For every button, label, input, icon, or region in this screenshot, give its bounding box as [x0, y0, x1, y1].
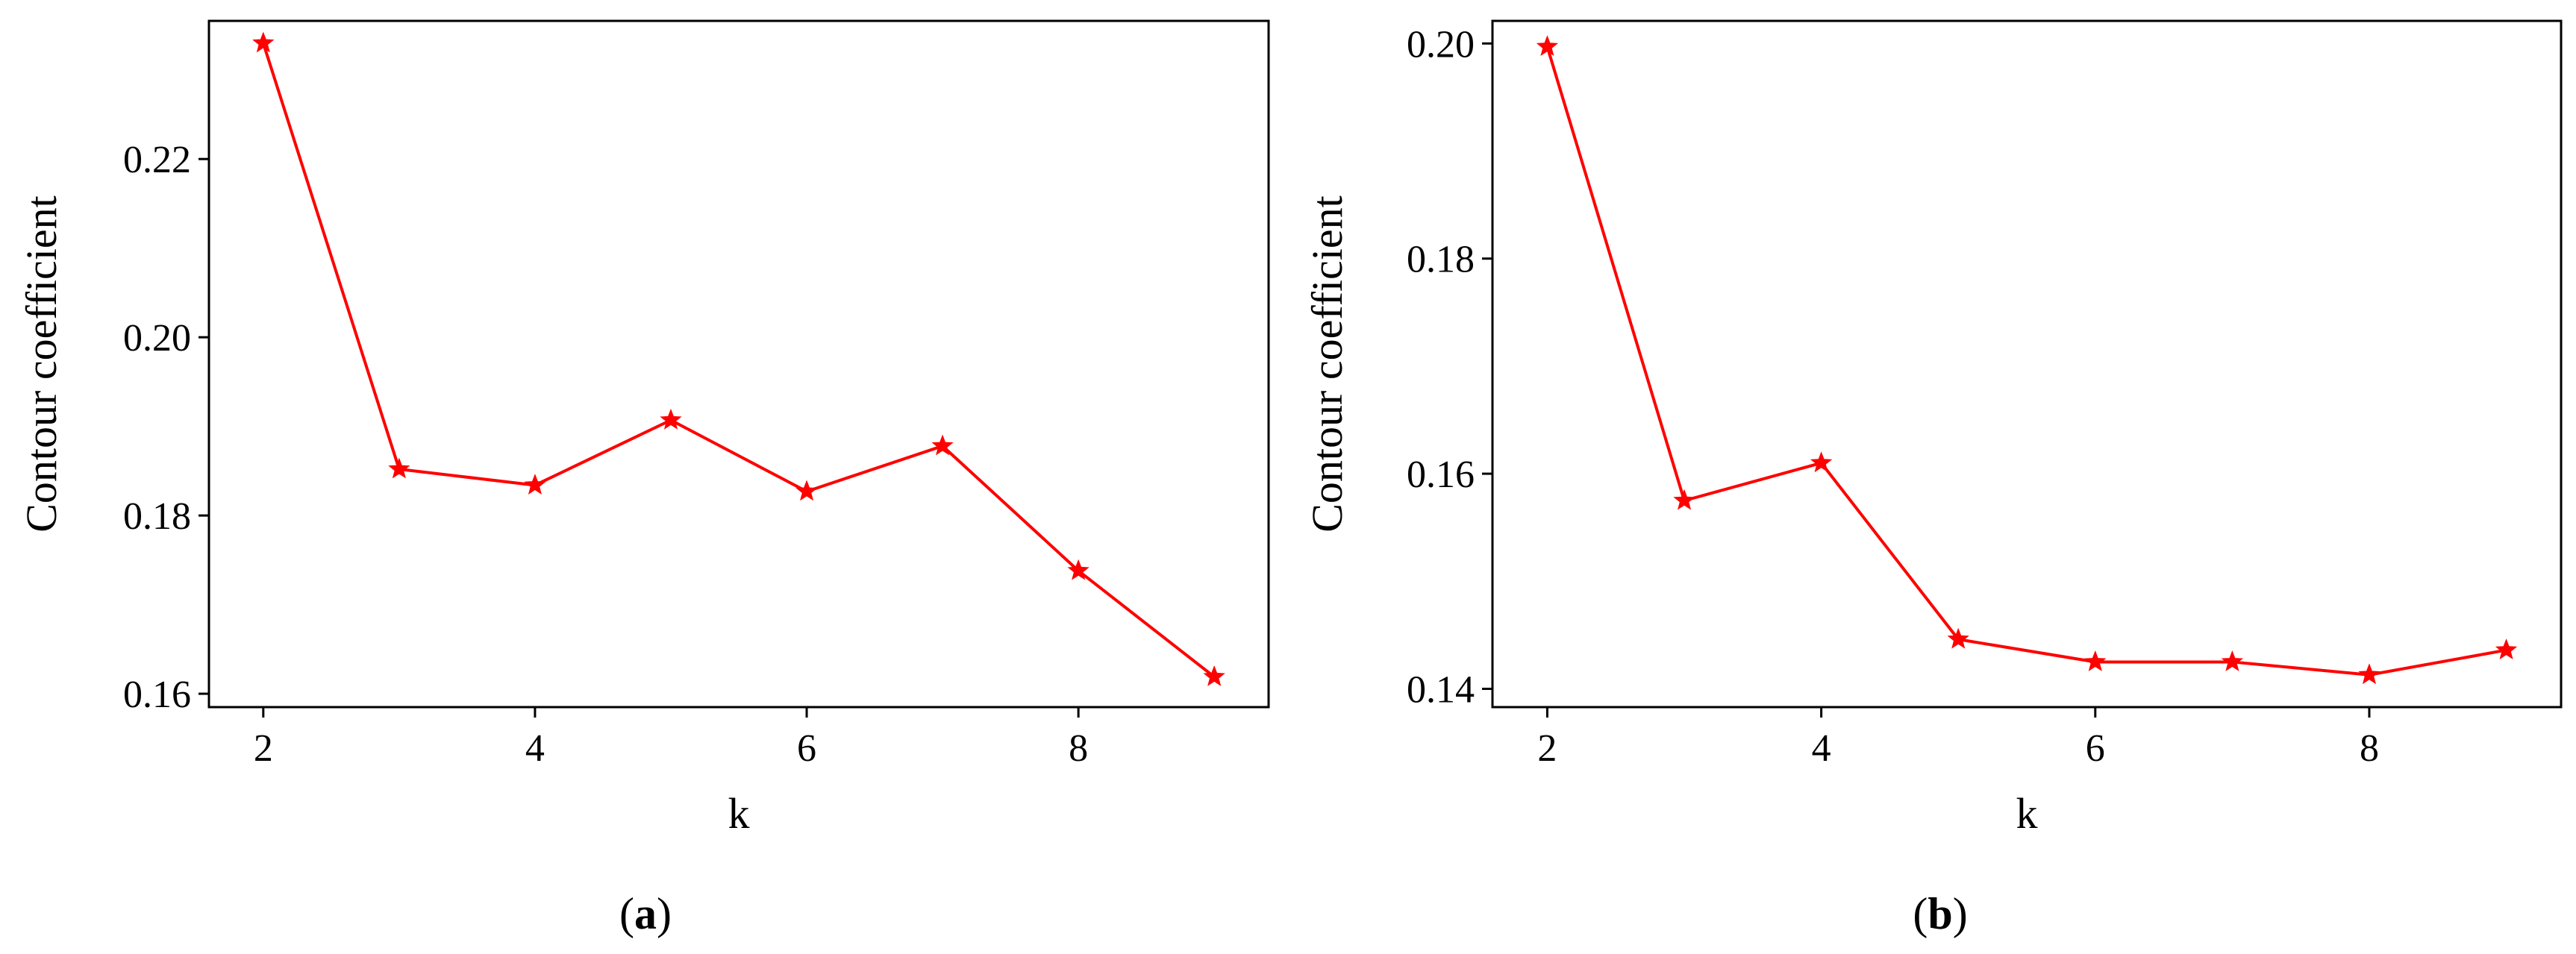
y-axis-label: Contour coefficient — [1303, 195, 1351, 533]
series-layer — [1536, 35, 2518, 685]
caption-b: (b) — [1913, 889, 1967, 938]
chart-panel-a: 0.16 0.18 0.20 0.22 2 4 6 8 k Contour coeffici… — [17, 19, 1270, 938]
x-tick-label: 2 — [254, 727, 273, 770]
x-tick-label: 6 — [2086, 727, 2105, 770]
caption-close-paren: ) — [1953, 889, 1968, 938]
y-tick-label: 0.20 — [1407, 23, 1475, 66]
y-tick-label: 0.16 — [1407, 454, 1475, 496]
x-axis-label: k — [2016, 789, 2038, 838]
series-line — [261, 43, 1216, 678]
data-point-marker — [1203, 665, 1225, 686]
data-point-marker — [524, 474, 546, 495]
data-point-marker — [1810, 451, 1833, 473]
chart-panel-b: 0.14 0.16 0.18 0.20 2 4 6 8 k Contour coeffici… — [1303, 19, 2563, 938]
caption-open-paren: ( — [1913, 889, 1928, 938]
x-ticks: 2 4 6 8 — [1537, 707, 2379, 770]
x-tick-label: 8 — [1069, 727, 1088, 770]
x-ticks: 2 4 6 8 — [254, 707, 1088, 770]
x-tick-label: 4 — [525, 727, 545, 770]
y-ticks: 0.16 0.18 0.20 0.22 — [123, 139, 209, 716]
x-axis-label: k — [728, 789, 750, 838]
caption-letter: a — [634, 889, 657, 938]
plot-area-frame — [1491, 19, 2563, 709]
y-tick-label: 0.18 — [1407, 239, 1475, 281]
data-point-marker — [252, 31, 275, 53]
data-point-marker — [1067, 559, 1090, 580]
data-point-marker — [1673, 489, 1695, 510]
caption-open-paren: ( — [619, 889, 634, 938]
data-point-marker — [2221, 650, 2244, 671]
plot-area-frame — [207, 19, 1270, 709]
x-tick-label: 6 — [797, 727, 816, 770]
data-point-marker — [660, 408, 682, 430]
y-axis-label: Contour coefficient — [17, 195, 66, 533]
data-point-marker — [931, 434, 954, 456]
caption-a: (a) — [619, 889, 672, 938]
caption-close-paren: ) — [657, 889, 672, 938]
x-tick-label: 2 — [1537, 727, 1557, 770]
series-line — [1545, 46, 2507, 677]
caption-letter: b — [1928, 889, 1952, 938]
x-tick-label: 4 — [1812, 727, 1831, 770]
y-tick-label: 0.14 — [1407, 668, 1475, 711]
data-point-marker — [388, 457, 410, 479]
data-point-marker — [2084, 650, 2107, 671]
data-point-marker — [2495, 638, 2518, 660]
data-point-marker — [1536, 35, 1559, 57]
series-layer — [252, 31, 1225, 686]
y-tick-label: 0.20 — [123, 317, 191, 360]
y-tick-label: 0.22 — [123, 139, 191, 181]
x-tick-label: 8 — [2360, 727, 2379, 770]
data-point-marker — [1947, 627, 1969, 649]
data-point-marker — [795, 480, 818, 501]
y-tick-label: 0.16 — [123, 674, 191, 716]
y-ticks: 0.14 0.16 0.18 0.20 — [1407, 23, 1492, 711]
data-point-marker — [2358, 663, 2380, 685]
y-tick-label: 0.18 — [123, 495, 191, 538]
